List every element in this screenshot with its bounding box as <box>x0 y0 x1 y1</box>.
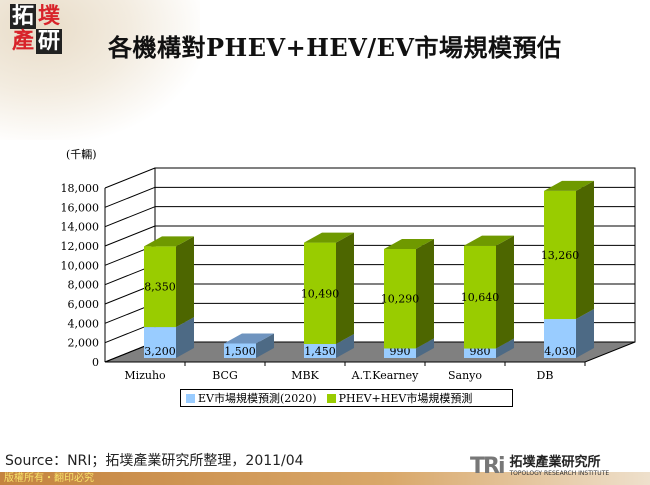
svg-text:0: 0 <box>92 356 99 369</box>
svg-text:1,450: 1,450 <box>304 345 336 358</box>
logo: 拓 墣 產 研 <box>10 4 62 54</box>
page-title: 各機構對PHEV+HEV/EV市場規模預估 <box>108 33 562 62</box>
tri-logo-english: TOPOLOGY RESEARCH INSTITUTE <box>509 469 610 477</box>
svg-text:DB: DB <box>537 369 554 382</box>
legend-label-ev: EV市場規模預測(2020) <box>198 392 317 405</box>
tri-logo-mark: TRi <box>470 454 505 479</box>
logo-char: 拓 <box>10 4 36 29</box>
logo-char: 研 <box>36 29 62 54</box>
y-axis-unit: (千輛) <box>66 148 97 161</box>
tri-logo: TRi 拓墣產業研究所 TOPOLOGY RESEARCH INSTITUTE <box>470 454 609 479</box>
legend-swatch-phev <box>326 393 336 403</box>
chart-legend: EV市場規模預測(2020) PHEV+HEV市場規模預測 <box>180 389 513 407</box>
copyright-text: 版權所有・翻印必究 <box>4 473 94 484</box>
logo-char: 墣 <box>37 4 60 29</box>
svg-text:10,490: 10,490 <box>301 287 340 300</box>
svg-text:BCG: BCG <box>212 369 238 382</box>
svg-text:8,350: 8,350 <box>144 281 176 294</box>
legend-swatch-ev <box>186 393 195 403</box>
svg-text:Sanyo: Sanyo <box>448 369 482 382</box>
stacked-3d-bar-chart: 0 2,000 4,000 6,000 8,000 10,000 12,000 14,000 1… <box>61 167 636 382</box>
legend-label-phev: PHEV+HEV市場規模預測 <box>338 392 473 405</box>
svg-text:MBK: MBK <box>291 369 319 382</box>
svg-text:Mizuho: Mizuho <box>124 369 166 382</box>
svg-text:13,260: 13,260 <box>541 249 580 262</box>
svg-text:4,030: 4,030 <box>544 345 576 358</box>
svg-text:A.T.Kearney: A.T.Kearney <box>351 369 420 382</box>
svg-text:18,000: 18,000 <box>61 182 100 195</box>
svg-text:3,200: 3,200 <box>144 345 176 358</box>
svg-text:8,000: 8,000 <box>68 279 100 292</box>
source-note: Source：NRI；拓墣產業研究所整理，2011/04 <box>5 453 304 469</box>
svg-text:6,000: 6,000 <box>68 298 100 311</box>
svg-text:10,640: 10,640 <box>461 291 500 304</box>
svg-text:16,000: 16,000 <box>61 201 100 214</box>
svg-text:1,500: 1,500 <box>224 345 256 358</box>
svg-text:4,000: 4,000 <box>68 317 100 330</box>
svg-text:10,290: 10,290 <box>381 293 420 306</box>
tri-logo-chinese: 拓墣產業研究所 <box>509 454 601 470</box>
svg-text:14,000: 14,000 <box>61 221 100 234</box>
logo-char: 產 <box>11 29 34 54</box>
svg-text:2,000: 2,000 <box>68 337 100 350</box>
footer-bar <box>0 472 650 485</box>
svg-text:10,000: 10,000 <box>61 259 100 272</box>
svg-text:12,000: 12,000 <box>61 240 100 253</box>
